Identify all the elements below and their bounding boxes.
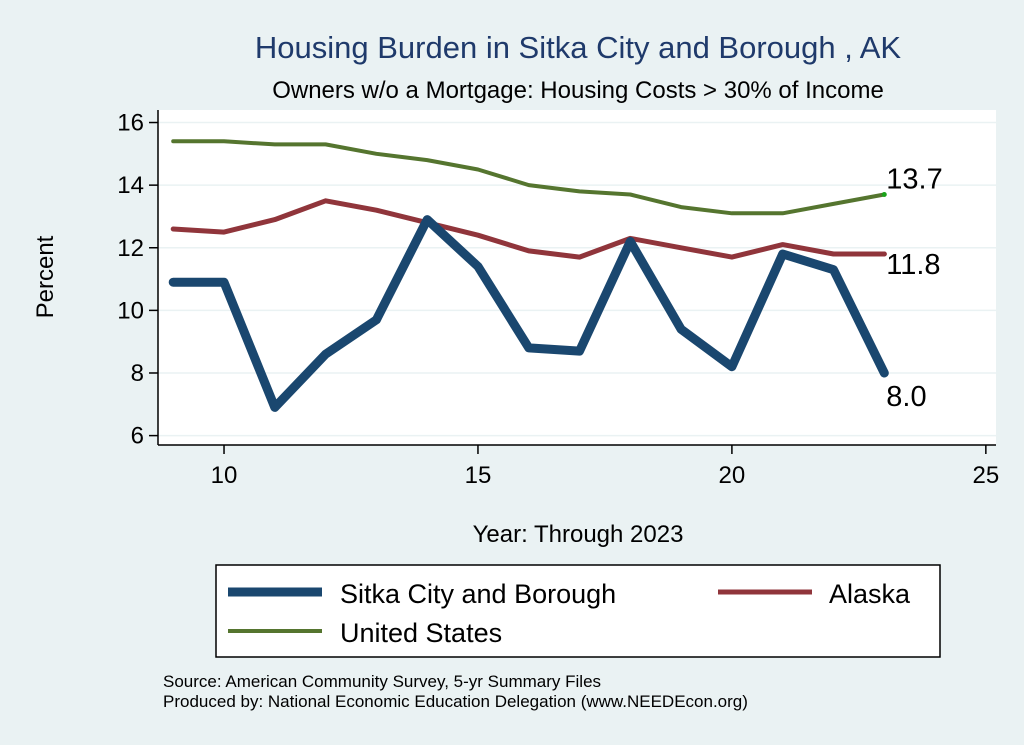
produced-by-note: Produced by: National Economic Education… <box>163 692 748 711</box>
axes <box>157 110 996 446</box>
end-point-united-states <box>881 192 887 198</box>
y-tick-label: 16 <box>117 110 144 137</box>
legend-label-alaska: Alaska <box>829 579 911 609</box>
end-point-alaska <box>881 251 887 257</box>
x-tick-label: 15 <box>465 462 492 489</box>
y-tick-label: 8 <box>131 360 144 387</box>
y-axis-label: Percent <box>32 235 59 318</box>
series-line-united-states <box>171 139 887 216</box>
legend-box <box>215 564 941 658</box>
end-point-sitka <box>881 370 887 376</box>
end-labels: 13.7 11.8 8.0 <box>886 164 942 413</box>
series-lines <box>168 139 889 412</box>
end-label-sitka: 8.0 <box>886 381 926 413</box>
y-tick-label: 12 <box>117 235 144 262</box>
source-note: Source: American Community Survey, 5-yr … <box>163 672 601 691</box>
x-ticks: 10 15 20 25 <box>211 445 999 489</box>
end-label-alaska: 11.8 <box>886 249 940 281</box>
x-axis-label: Year: Through 2023 <box>473 521 684 548</box>
x-tick-label: 10 <box>211 462 238 489</box>
x-tick-label: 20 <box>719 462 746 489</box>
y-tick-label: 10 <box>117 297 144 324</box>
y-ticks: 6 8 10 12 14 16 <box>117 110 158 450</box>
legend-label-us: United States <box>340 618 502 648</box>
chart-subtitle: Owners w/o a Mortgage: Housing Costs > 3… <box>272 77 884 104</box>
y-tick-label: 14 <box>117 172 144 199</box>
gridlines <box>158 121 996 437</box>
series-line-sitka <box>168 215 889 412</box>
y-tick-label: 6 <box>131 423 144 450</box>
legend-label-sitka: Sitka City and Borough <box>340 579 616 609</box>
chart-title: Housing Burden in Sitka City and Borough… <box>255 30 902 65</box>
x-tick-label: 25 <box>972 462 999 489</box>
series-line-alaska <box>170 198 887 260</box>
end-label-united-states: 13.7 <box>886 164 942 196</box>
